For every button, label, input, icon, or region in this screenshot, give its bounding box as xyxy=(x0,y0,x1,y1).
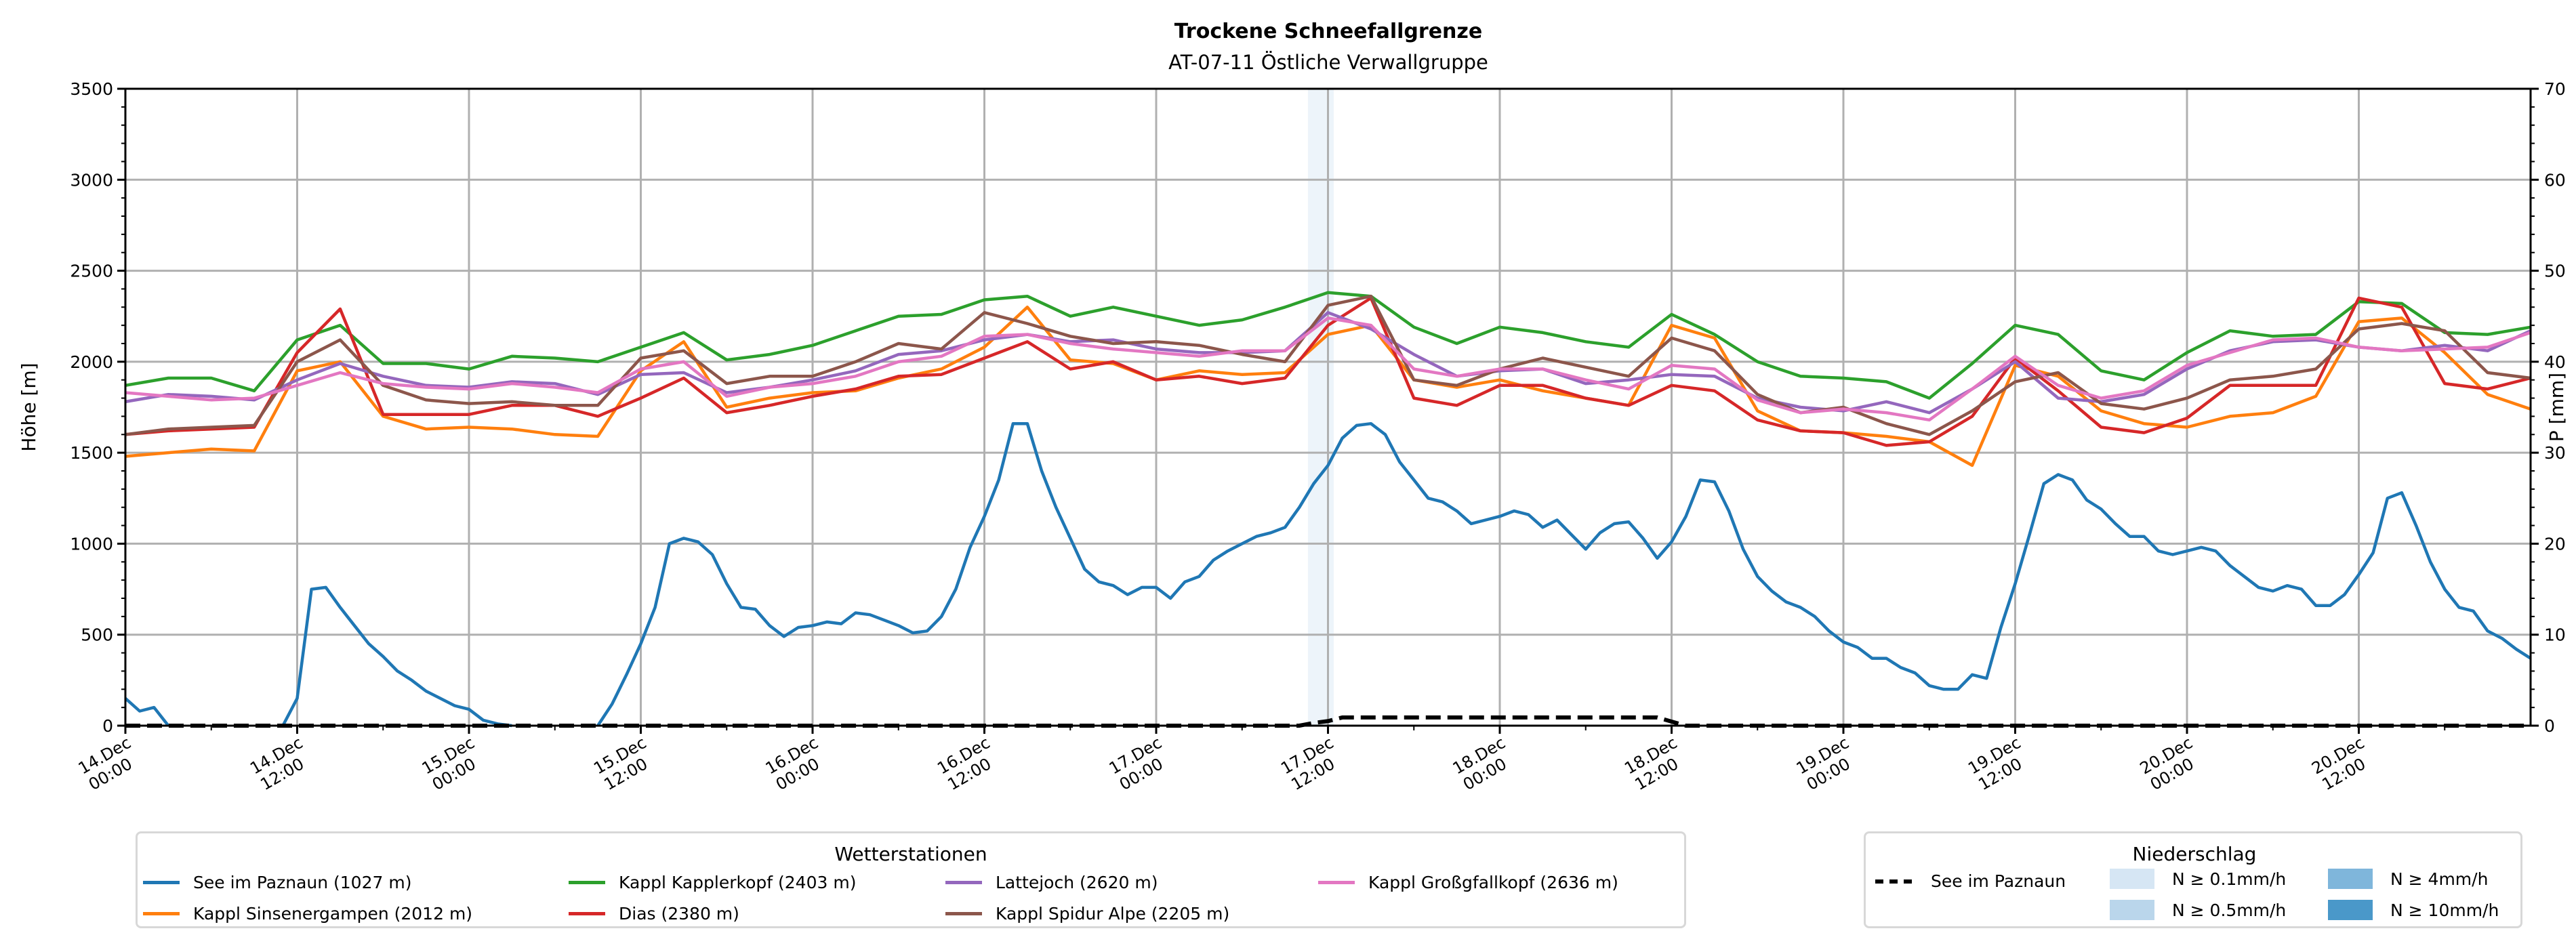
legend-precipitation: Niederschlag See im Paznaun N ≥ 0.1mm/h N… xyxy=(1864,831,2522,928)
y-tick-label: 3000 xyxy=(70,170,113,190)
color-swatch xyxy=(2110,869,2154,889)
legend-entry-precip-class: N ≥ 10mm/h xyxy=(2328,900,2499,920)
x-tick-label: 15.Dec12:00 xyxy=(590,733,659,795)
legend-entry-station: See im Paznaun (1027 m) xyxy=(143,873,411,892)
y-tick-label: 0 xyxy=(102,716,113,736)
x-tick-label: 18.Dec00:00 xyxy=(1450,733,1518,795)
series-line xyxy=(124,421,2532,728)
x-tick-label: 14.Dec00:00 xyxy=(75,733,144,795)
legend-precip-title: Niederschlag xyxy=(2132,843,2257,865)
y-right-tick-label: 50 xyxy=(2544,262,2566,281)
chart-subtitle: AT-07-11 Östliche Verwallgruppe xyxy=(1168,51,1488,74)
x-tick-label: 20.Dec00:00 xyxy=(2137,733,2205,795)
y-tick-label: 1500 xyxy=(70,443,113,463)
series-line xyxy=(125,291,2531,400)
legend-entry-precip-class: N ≥ 4mm/h xyxy=(2328,869,2488,889)
legend-label: Lattejoch (2620 m) xyxy=(996,873,1158,892)
legend-entry-station: Lattejoch (2620 m) xyxy=(945,873,1158,892)
legend-stations-title: Wetterstationen xyxy=(834,843,987,865)
legend-label: Kappl Kapplerkopf (2403 m) xyxy=(619,873,857,892)
precip-intensity-span xyxy=(1307,89,1334,726)
y-right-tick-label: 30 xyxy=(2544,443,2566,463)
y-right-tick-label: 10 xyxy=(2544,625,2566,645)
series-line xyxy=(125,296,2531,447)
y-axis-label: Höhe [m] xyxy=(18,362,40,451)
y-axis-right-label: P [mm] xyxy=(2546,373,2568,442)
y-right-tick-label: 60 xyxy=(2544,170,2566,190)
legend-label: Kappl Sinsenergampen (2012 m) xyxy=(193,904,473,924)
legend-label: Kappl Spidur Alpe (2205 m) xyxy=(996,904,1230,924)
legend-label: N ≥ 4mm/h xyxy=(2390,869,2489,889)
legend-label: Kappl Großgfallkopf (2636 m) xyxy=(1368,873,1618,892)
line-swatch xyxy=(143,881,180,884)
legend-entry-station: Kappl Sinsenergampen (2012 m) xyxy=(143,904,472,924)
legend-entry-station: Kappl Großgfallkopf (2636 m) xyxy=(1318,873,1618,892)
legend-entry-station: Kappl Kapplerkopf (2403 m) xyxy=(569,873,856,892)
x-tick-label: 16.Dec00:00 xyxy=(762,733,831,795)
y-right-tick-label: 0 xyxy=(2544,716,2555,736)
x-tick-label: 15.Dec00:00 xyxy=(419,733,487,795)
line-swatch xyxy=(143,912,180,915)
legend-entry-precip-class: N ≥ 0.5mm/h xyxy=(2110,900,2286,920)
color-swatch xyxy=(2110,900,2154,920)
x-tick-label: 20.Dec12:00 xyxy=(2308,733,2377,795)
x-tick-label: 19.Dec00:00 xyxy=(1793,733,1862,795)
dashed-line-swatch xyxy=(1875,879,1912,884)
line-swatch xyxy=(569,912,605,915)
y-tick-label: 2500 xyxy=(70,262,113,281)
legend-label: N ≥ 0.5mm/h xyxy=(2172,900,2287,920)
y-right-tick-label: 40 xyxy=(2544,352,2566,372)
x-tick-label: 19.Dec12:00 xyxy=(1965,733,2033,795)
legend-entry-precip-line: See im Paznaun xyxy=(1875,871,2066,891)
series-line xyxy=(125,316,2531,422)
legend-stations: Wetterstationen See im Paznaun (1027 m) K… xyxy=(136,831,1686,928)
x-tick-label: 16.Dec12:00 xyxy=(934,733,1002,795)
color-swatch xyxy=(2328,869,2373,889)
legend-entry-station: Dias (2380 m) xyxy=(569,904,739,924)
line-swatch xyxy=(569,881,605,884)
series-line xyxy=(125,311,2531,415)
x-tick-label: 14.Dec12:00 xyxy=(247,733,315,795)
x-tick-label: 17.Dec12:00 xyxy=(1277,733,1346,795)
series-line xyxy=(125,306,2531,468)
chart-title: Trockene Schneefallgrenze xyxy=(1174,20,1482,43)
x-tick-label: 18.Dec12:00 xyxy=(1621,733,1690,795)
y-right-tick-label: 20 xyxy=(2544,534,2566,554)
legend-entry-precip-class: N ≥ 0.1mm/h xyxy=(2110,869,2286,889)
legend-label: N ≥ 10mm/h xyxy=(2390,900,2499,920)
legend-label: See im Paznaun (1027 m) xyxy=(193,873,412,892)
line-swatch xyxy=(1318,881,1355,884)
legend-label: N ≥ 0.1mm/h xyxy=(2172,869,2287,889)
color-swatch xyxy=(2328,900,2373,920)
legend-entry-station: Kappl Spidur Alpe (2205 m) xyxy=(945,904,1229,924)
series-line xyxy=(125,294,2531,436)
legend-label: See im Paznaun xyxy=(1931,871,2066,891)
legend-label: Dias (2380 m) xyxy=(619,904,739,924)
x-tick-label: 17.Dec00:00 xyxy=(1106,733,1174,795)
line-swatch xyxy=(945,912,982,915)
y-tick-label: 3500 xyxy=(70,79,113,99)
y-right-tick-label: 70 xyxy=(2544,79,2566,99)
y-tick-label: 500 xyxy=(81,625,113,645)
y-tick-label: 2000 xyxy=(70,352,113,372)
y-tick-label: 1000 xyxy=(70,534,113,554)
line-swatch xyxy=(945,881,982,884)
